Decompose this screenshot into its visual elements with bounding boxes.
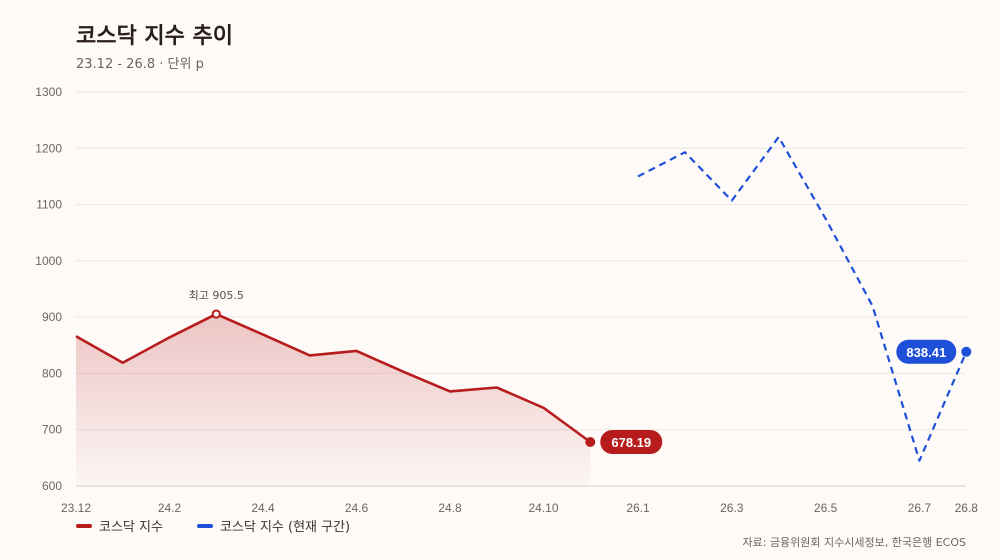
y-tick-label: 1200 xyxy=(35,141,62,155)
series-line-kosdaq-current xyxy=(637,135,968,462)
end-label-badge-kosdaq xyxy=(600,429,663,454)
x-tick-label: 26.8 xyxy=(955,501,979,515)
x-tick-label: 24.8 xyxy=(438,501,462,515)
series-line-kosdaq xyxy=(75,312,592,444)
y-tick-label: 1300 xyxy=(35,85,62,99)
legend-item-kosdaq-current: 코스닥 지수 (현재 구간) xyxy=(196,516,351,535)
y-tick-label: 700 xyxy=(42,423,62,437)
x-tick-label: 24.6 xyxy=(345,501,369,515)
chart-title: 코스닥 지수 추이 xyxy=(76,24,233,49)
legend-label-kosdaq: 코스닥 지수 xyxy=(99,520,163,535)
y-tick-label: 600 xyxy=(42,479,62,493)
x-tick-label: 26.1 xyxy=(626,501,650,515)
y-tick-label: 800 xyxy=(42,366,62,380)
x-tick-label: 26.3 xyxy=(720,501,744,515)
legend-label-kosdaq-current: 코스닥 지수 (현재 구간) xyxy=(219,520,351,535)
x-tick-label: 24.2 xyxy=(158,501,182,515)
legend-swatch-red xyxy=(76,523,92,528)
end-label-kosdaq-current: 838.41 xyxy=(906,345,946,360)
end-label-badge-kosdaq-current xyxy=(896,339,957,364)
end-label-kosdaq: 678.19 xyxy=(611,435,651,450)
x-tick-label: 24.10 xyxy=(528,501,558,515)
x-tick-label: 26.5 xyxy=(814,501,838,515)
y-tick-label: 900 xyxy=(42,310,62,324)
legend-swatch-blue xyxy=(196,523,213,528)
area-fill-kosdaq xyxy=(76,314,591,486)
chart-subtitle: 23.12 - 26.8 · 단위 p xyxy=(76,57,204,72)
y-tick-label: 1100 xyxy=(36,198,62,212)
chart-legend: 코스닥 지수 코스닥 지수 (현재 구간) xyxy=(76,516,350,535)
peak-point-marker xyxy=(211,309,221,319)
legend-item-kosdaq: 코스닥 지수 xyxy=(76,516,163,535)
end-point-kosdaq xyxy=(585,436,596,447)
source-note: 자료: 금융위원회 지수시세정보, 한국은행 ECOS xyxy=(742,536,967,549)
x-tick-label: 23.12 xyxy=(61,501,91,515)
peak-annotation: 최고 905.5 xyxy=(189,289,244,302)
y-tick-label: 1000 xyxy=(35,254,62,268)
end-point-kosdaq-current xyxy=(961,346,972,357)
x-tick-label: 26.7 xyxy=(908,501,932,515)
x-tick-label: 24.4 xyxy=(251,501,275,515)
